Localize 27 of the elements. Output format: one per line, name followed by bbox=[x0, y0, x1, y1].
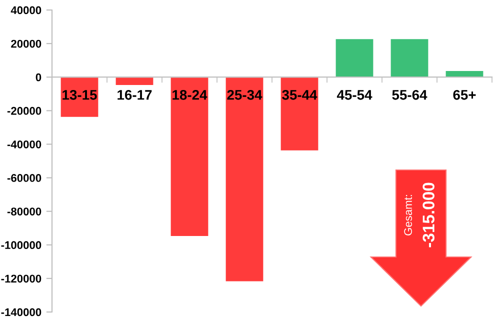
bar bbox=[170, 76, 210, 238]
bar bbox=[114, 76, 154, 86]
annotation: Gesamt: bbox=[404, 195, 412, 236]
x-tick-label: 45-54 bbox=[336, 90, 372, 100]
y-tick-label: -20000 bbox=[7, 106, 42, 115]
y-tick-label: -120000 bbox=[1, 274, 42, 283]
annotation: -315.000 bbox=[422, 182, 434, 248]
bar bbox=[224, 76, 264, 282]
bar bbox=[60, 76, 100, 118]
x-tick-label: 35-44 bbox=[282, 90, 318, 100]
x-tick-label: 13-15 bbox=[62, 90, 97, 100]
y-tick-label: 0 bbox=[36, 73, 42, 82]
y-tick-label: -100000 bbox=[1, 241, 42, 250]
y-tick-label: -80000 bbox=[7, 208, 42, 216]
x-tick-label: 55-64 bbox=[392, 90, 428, 100]
x-tick-label: 16-17 bbox=[118, 90, 152, 100]
y-tick-label: -40000 bbox=[7, 140, 42, 148]
y-tick-label: -140000 bbox=[1, 308, 42, 316]
bar bbox=[280, 76, 320, 152]
bar bbox=[390, 38, 430, 78]
y-tick-label: -60000 bbox=[7, 174, 42, 182]
x-tick-label: 25-34 bbox=[227, 90, 262, 100]
x-tick-label: 18-24 bbox=[172, 90, 208, 100]
bar bbox=[334, 38, 374, 78]
y-tick-label: 40000 bbox=[10, 6, 42, 14]
x-tick-label: 65+ bbox=[453, 90, 476, 100]
y-tick-label: 20000 bbox=[11, 40, 42, 48]
